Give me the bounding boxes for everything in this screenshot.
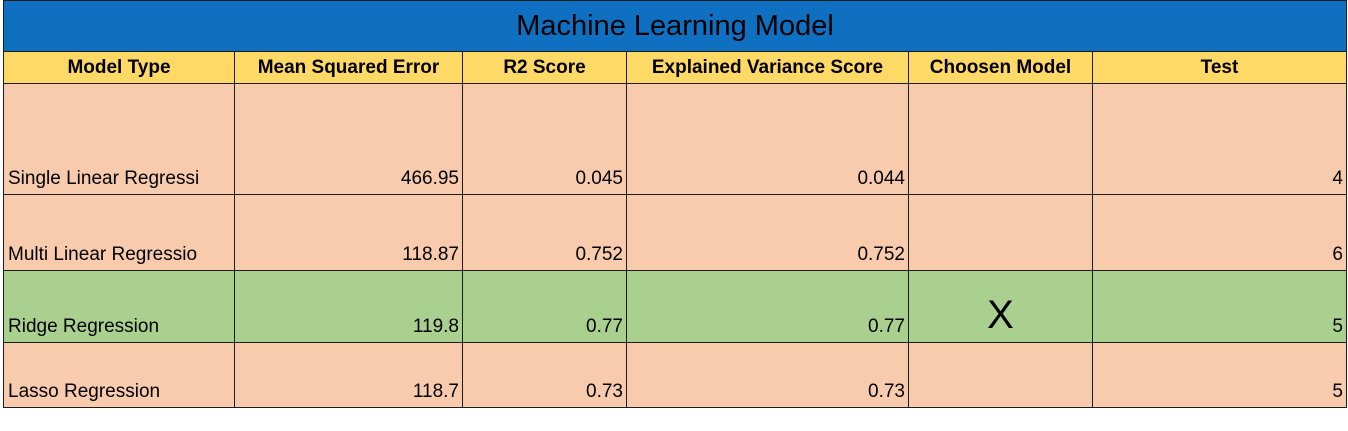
header-chosen-model[interactable]: Choosen Model (909, 52, 1093, 84)
cell-evs[interactable]: 0.752 (627, 195, 909, 271)
cell-text: Single Linear Regressi (8, 168, 200, 189)
cell-text: 466.95 (400, 168, 459, 189)
header-mean-squared-error[interactable]: Mean Squared Error (235, 52, 463, 84)
table-title: Machine Learning Model (3, 0, 1347, 52)
cell-text: 0.045 (575, 168, 623, 189)
cell-text: 0.73 (586, 381, 623, 402)
cell-text: 0.73 (868, 381, 905, 402)
cell-mse[interactable]: 118.7 (235, 343, 463, 408)
header-model-type[interactable]: Model Type (3, 52, 235, 84)
cell-chosen[interactable] (909, 343, 1093, 408)
cell-text: 5 (1332, 316, 1343, 337)
cell-text: 0.752 (575, 244, 623, 265)
cell-model-type[interactable]: Multi Linear Regressio (3, 195, 235, 271)
cell-text: 118.7 (412, 381, 459, 402)
cell-text: 0.752 (857, 244, 905, 265)
cell-mse[interactable]: 118.87 (235, 195, 463, 271)
cell-text: 118.87 (402, 244, 459, 265)
model-comparison-table: Model Type Mean Squared Error R2 Score E… (3, 52, 1347, 408)
cell-r2[interactable]: 0.045 (463, 84, 627, 195)
cell-chosen[interactable] (909, 195, 1093, 271)
cell-test[interactable]: 5 (1093, 271, 1347, 343)
cell-test[interactable]: 6 (1093, 195, 1347, 271)
header-r2-score[interactable]: R2 Score (463, 52, 627, 84)
cell-evs[interactable]: 0.044 (627, 84, 909, 195)
cell-text: 6 (1332, 244, 1343, 265)
cell-mse[interactable]: 119.8 (235, 271, 463, 343)
cell-test[interactable]: 5 (1093, 343, 1347, 408)
header-explained-variance-score[interactable]: Explained Variance Score (627, 52, 909, 84)
cell-chosen[interactable] (909, 84, 1093, 195)
chosen-mark: X (987, 293, 1014, 337)
cell-evs[interactable]: 0.77 (627, 271, 909, 343)
cell-text: Lasso Regression (8, 381, 161, 402)
cell-text: Ridge Regression (8, 316, 160, 337)
cell-model-type[interactable]: Ridge Regression (3, 271, 235, 343)
cell-r2[interactable]: 0.752 (463, 195, 627, 271)
cell-evs[interactable]: 0.73 (627, 343, 909, 408)
cell-r2[interactable]: 0.77 (463, 271, 627, 343)
cell-text: 0.77 (868, 316, 905, 337)
cell-model-type[interactable]: Single Linear Regressi (3, 84, 235, 195)
cell-text: Multi Linear Regressio (8, 244, 198, 265)
header-test[interactable]: Test (1093, 52, 1347, 84)
cell-text: 5 (1332, 381, 1343, 402)
cell-text: 119.8 (412, 316, 459, 337)
cell-text: 4 (1332, 168, 1343, 189)
cell-text: 0.044 (857, 168, 905, 189)
cell-text: 0.77 (586, 316, 623, 337)
cell-mse[interactable]: 466.95 (235, 84, 463, 195)
cell-r2[interactable]: 0.73 (463, 343, 627, 408)
cell-model-type[interactable]: Lasso Regression (3, 343, 235, 408)
cell-test[interactable]: 4 (1093, 84, 1347, 195)
cell-chosen[interactable]: X (909, 271, 1093, 343)
